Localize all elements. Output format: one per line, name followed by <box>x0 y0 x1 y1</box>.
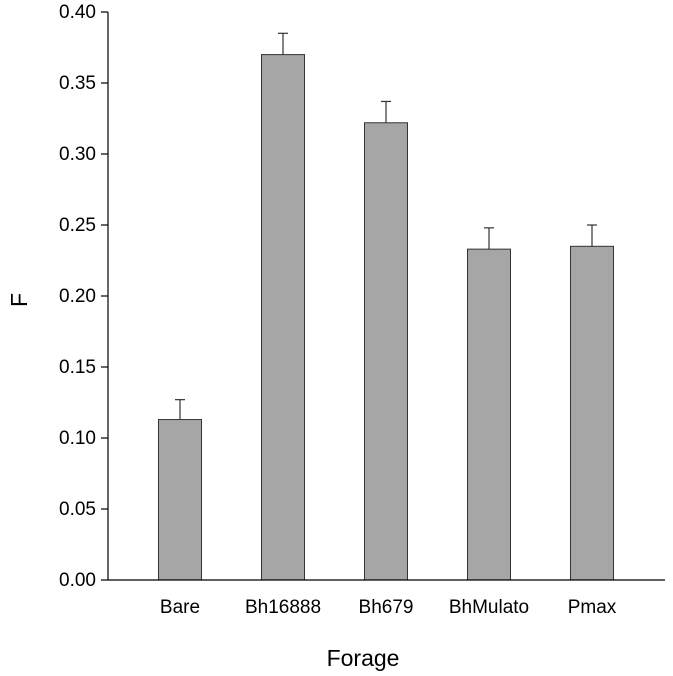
bar-bare <box>158 419 202 581</box>
y-tick-label: 0.40 <box>59 2 96 23</box>
y-tick-label: 0.30 <box>59 144 96 165</box>
x-tick-label: Bh16888 <box>245 597 321 618</box>
y-tick-label: 0.05 <box>59 499 96 520</box>
y-tick-label: 0.10 <box>59 428 96 449</box>
bars <box>158 54 614 581</box>
x-axis-tick-labels: Bare Bh16888 Bh679 BhMulato Pmax <box>160 597 617 618</box>
x-tick-label: Pmax <box>568 597 617 618</box>
bar-bh679 <box>364 122 408 581</box>
y-axis-ticks: 0.00 0.05 0.10 0.15 0.20 0.25 0.30 0.35 0.40 <box>59 2 108 591</box>
bar-pmax <box>570 245 614 581</box>
bar-bhmulato <box>467 248 511 581</box>
error-bars <box>175 32 597 420</box>
y-tick-label: 0.25 <box>59 215 96 236</box>
y-tick-label: 0.35 <box>59 73 96 94</box>
x-tick-label: Bh679 <box>359 597 414 618</box>
y-tick-label: 0.20 <box>59 286 96 307</box>
y-tick-label: 0.15 <box>59 357 96 378</box>
x-tick-label: BhMulato <box>449 597 529 618</box>
x-axis-title: Forage <box>327 645 400 671</box>
y-axis-title: F <box>6 293 32 307</box>
x-tick-label: Bare <box>160 597 200 618</box>
y-tick-label: 0.00 <box>59 570 96 591</box>
bar-bh16888 <box>261 54 305 581</box>
